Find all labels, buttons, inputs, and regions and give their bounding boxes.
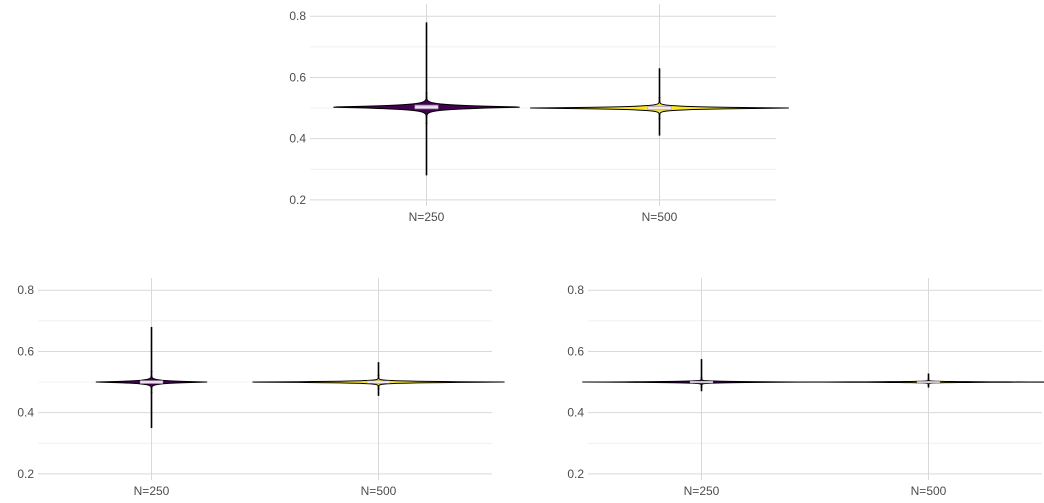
y-tick-label: 0.8	[17, 283, 34, 297]
y-tick-label: 0.6	[567, 344, 584, 358]
panel-bottom-left: 0.2 0.4 0.6 0.8 N=250 N=500	[17, 278, 505, 498]
violin-n-500	[530, 68, 789, 136]
x-tick-label: N=500	[911, 484, 947, 498]
y-tick-label: 0.4	[567, 406, 584, 420]
y-tick-label: 0.8	[567, 283, 584, 297]
y-tick-label: 0.6	[17, 344, 34, 358]
x-tick-label: N=250	[409, 210, 445, 224]
violin-n-500	[802, 373, 1044, 388]
y-tick-label: 0.8	[289, 9, 306, 23]
x-tick-label: N=500	[361, 484, 397, 498]
violin-n-500	[252, 362, 505, 396]
y-tick-label: 0.2	[567, 467, 584, 481]
panel-top: 0.2 0.4 0.6 0.8 N=250 N=500	[289, 4, 789, 224]
y-tick-label: 0.4	[17, 406, 34, 420]
panel-bottom-right: 0.2 0.4 0.6 0.8 N=250 N=500	[567, 278, 1044, 498]
violin-n-250	[333, 22, 520, 176]
y-tick-label: 0.4	[289, 132, 306, 146]
y-tick-label: 0.2	[289, 193, 306, 207]
x-tick-label: N=250	[134, 484, 170, 498]
x-tick-label: N=250	[684, 484, 720, 498]
violin-n-250	[582, 359, 821, 392]
y-tick-label: 0.6	[289, 70, 306, 84]
y-tick-label: 0.2	[17, 467, 34, 481]
violin-n-250	[95, 326, 208, 428]
x-tick-label: N=500	[642, 210, 678, 224]
